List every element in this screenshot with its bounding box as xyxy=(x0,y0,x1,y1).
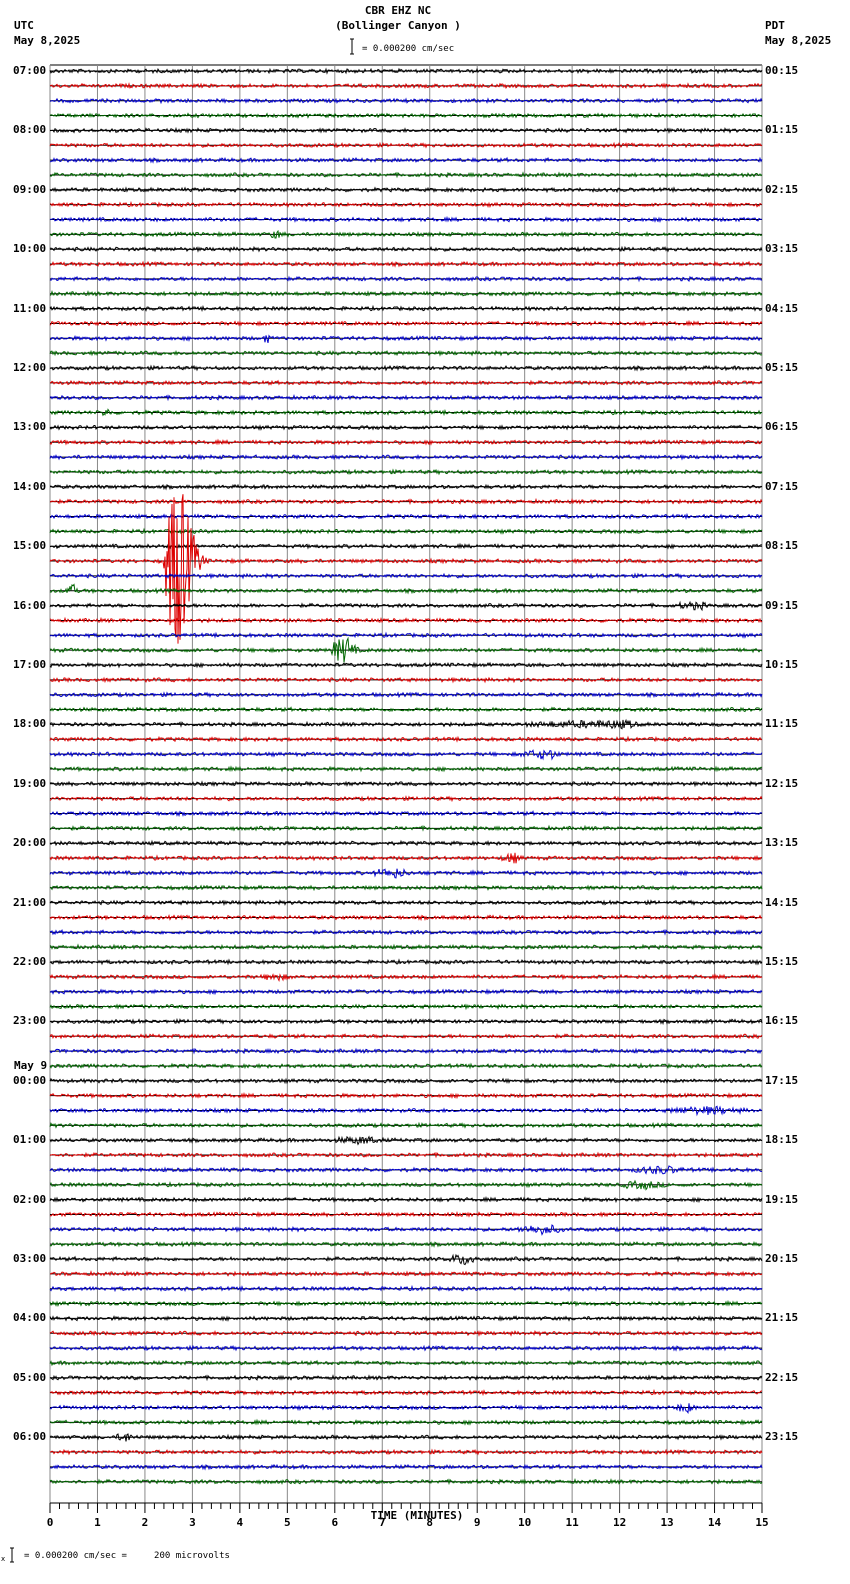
pdt-hour-label: 10:15 xyxy=(765,658,799,671)
pdt-hour-label: 22:15 xyxy=(765,1370,799,1384)
pdt-hour-label: 02:15 xyxy=(765,182,799,196)
utc-hour-label: 22:00 xyxy=(13,955,47,968)
x-tick-label: 14 xyxy=(707,1516,722,1529)
utc-hour-label: 16:00 xyxy=(13,598,47,612)
footer-scale-bar-icon: x xyxy=(1,1547,14,1563)
x-tick-label: 9 xyxy=(473,1516,481,1529)
x-tick-label: 8 xyxy=(426,1516,434,1529)
utc-hour-label: 07:00 xyxy=(13,64,47,77)
pdt-hour-label: 19:15 xyxy=(765,1192,799,1206)
pdt-hour-label: 05:15 xyxy=(765,361,799,374)
left-timezone: UTC xyxy=(14,19,34,32)
utc-hour-label: 14:00 xyxy=(13,479,47,493)
right-timezone: PDT xyxy=(765,19,785,32)
x-tick-label: 2 xyxy=(141,1516,149,1529)
station-location: (Bollinger Canyon ) xyxy=(335,19,461,32)
utc-hour-label: 17:00 xyxy=(13,658,47,671)
x-tick-label: 13 xyxy=(660,1516,674,1529)
pdt-hour-label: 07:15 xyxy=(765,479,799,493)
x-tick-label: 6 xyxy=(331,1516,339,1529)
x-tick-label: 4 xyxy=(236,1516,244,1529)
utc-hour-label: 23:00 xyxy=(13,1014,47,1028)
utc-hour-label: 08:00 xyxy=(13,123,47,137)
pdt-hour-label: 17:15 xyxy=(765,1073,799,1087)
utc-hour-label: 12:00 xyxy=(13,361,47,374)
pdt-hour-label: 23:15 xyxy=(765,1430,799,1444)
pdt-hour-label: 13:15 xyxy=(765,836,799,850)
pdt-hour-label: 18:15 xyxy=(765,1133,799,1147)
x-tick-label: 1 xyxy=(94,1516,101,1529)
utc-hour-label: 21:00 xyxy=(13,895,47,909)
utc-hour-label: 19:00 xyxy=(13,776,47,790)
pdt-hour-label: 21:15 xyxy=(765,1311,799,1325)
pdt-hour-label: 12:15 xyxy=(765,776,799,790)
x-tick-label: 7 xyxy=(378,1516,386,1529)
footer-scale-label: = 0.000200 cm/sec = 200 microvolts xyxy=(24,1551,230,1561)
x-tick-label: 12 xyxy=(612,1516,627,1529)
x-tick-label: 11 xyxy=(565,1516,579,1529)
utc-hour-label: 00:00 xyxy=(13,1073,47,1087)
pdt-hour-label: 09:15 xyxy=(765,598,799,612)
svg-text:x: x xyxy=(1,1555,5,1563)
x-tick-label: 3 xyxy=(189,1516,196,1529)
pdt-hour-label: 16:15 xyxy=(765,1014,799,1028)
date-change-label: May 9 xyxy=(14,1058,48,1072)
pdt-hour-label: 00:15 xyxy=(765,64,799,77)
utc-hour-label: 04:00 xyxy=(13,1311,47,1325)
pdt-hour-label: 11:15 xyxy=(765,717,799,731)
pdt-hour-label: 20:15 xyxy=(765,1252,799,1265)
utc-hour-label: 13:00 xyxy=(13,420,47,434)
utc-hour-label: 18:00 xyxy=(13,717,47,731)
utc-hour-label: 03:00 xyxy=(13,1252,47,1265)
x-tick-label: 5 xyxy=(284,1516,291,1529)
utc-hour-label: 09:00 xyxy=(13,182,47,196)
x-tick-label: 0 xyxy=(46,1516,54,1529)
utc-hour-label: 06:00 xyxy=(13,1430,47,1444)
scale-bar-icon xyxy=(350,38,354,55)
scale-label: = 0.000200 cm/sec xyxy=(362,44,455,54)
pdt-hour-label: 06:15 xyxy=(765,420,799,434)
utc-hour-label: 05:00 xyxy=(13,1370,47,1384)
station-title: CBR EHZ NC xyxy=(364,4,432,17)
pdt-hour-label: 15:15 xyxy=(765,955,799,968)
utc-hour-label: 02:00 xyxy=(13,1192,47,1206)
left-date: May 8,2025 xyxy=(14,34,81,47)
x-tick-label: 10 xyxy=(518,1516,532,1529)
utc-hour-label: 01:00 xyxy=(13,1133,47,1147)
pdt-hour-label: 08:15 xyxy=(765,539,799,553)
pdt-hour-label: 03:15 xyxy=(765,242,799,256)
pdt-hour-label: 04:15 xyxy=(765,301,799,315)
right-date: May 8,2025 xyxy=(765,34,832,47)
x-tick-label: 15 xyxy=(755,1516,769,1529)
utc-hour-label: 10:00 xyxy=(13,242,47,256)
utc-hour-label: 11:00 xyxy=(13,301,47,315)
pdt-hour-label: 14:15 xyxy=(765,895,799,909)
utc-hour-label: 20:00 xyxy=(13,836,47,850)
utc-hour-label: 15:00 xyxy=(13,539,47,553)
x-axis-title: TIME (MINUTES) xyxy=(370,1509,464,1522)
pdt-hour-label: 01:15 xyxy=(765,123,799,137)
